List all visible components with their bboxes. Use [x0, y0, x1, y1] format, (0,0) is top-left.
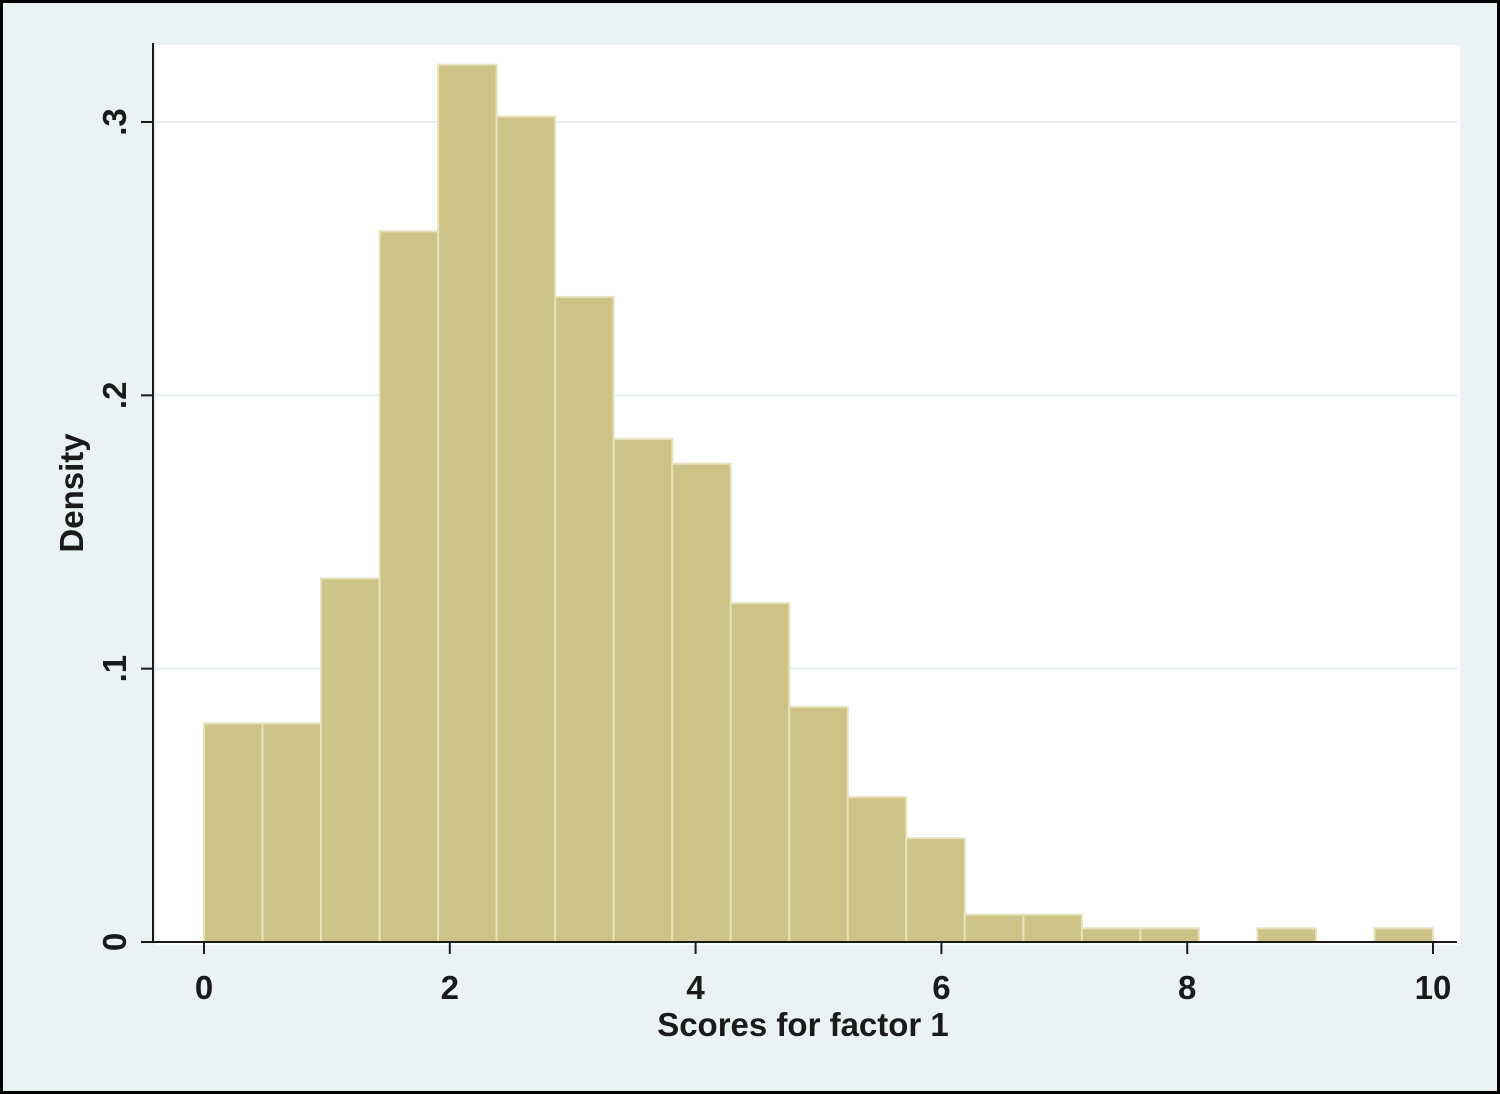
x-tick-label-3: 6 — [932, 969, 950, 1006]
y-axis-title: Density — [53, 433, 90, 553]
histogram-chart: 0 2 4 6 8 10 0 .1 .2 .3 Scores for factor 1 Dens… — [53, 43, 1457, 1043]
histogram-bar-13 — [963, 913, 1025, 943]
histogram-bar-18 — [1256, 927, 1317, 943]
histogram-bar-5 — [495, 115, 557, 944]
histogram-bar-11 — [846, 796, 908, 943]
y-axis-ticks: 0 .1 .2 .3 — [96, 108, 153, 951]
histogram-bar-20 — [1373, 927, 1435, 943]
x-axis-title: Scores for factor 1 — [657, 1006, 949, 1043]
x-tick-label-2: 4 — [686, 969, 705, 1006]
x-tick-label-4: 8 — [1178, 969, 1196, 1006]
histogram-bar-15 — [1080, 927, 1142, 943]
histogram-bar-8 — [671, 462, 732, 943]
y-tick-label-2: .2 — [96, 382, 133, 410]
y-tick-label-3: .3 — [96, 108, 133, 136]
histogram-bar-3 — [378, 230, 440, 944]
histogram-bar-9 — [729, 602, 791, 943]
histogram-bar-0 — [203, 722, 264, 943]
histogram-bar-16 — [1139, 927, 1200, 943]
histogram-bar-10 — [788, 705, 849, 944]
histogram-bar-6 — [554, 295, 615, 943]
x-tick-label-1: 2 — [441, 969, 459, 1006]
histogram-bar-14 — [1022, 913, 1083, 943]
histogram-bar-2 — [320, 577, 381, 944]
x-tick-label-5: 10 — [1415, 969, 1452, 1006]
y-tick-label-1: .1 — [96, 655, 133, 683]
x-tick-label-0: 0 — [195, 969, 213, 1006]
y-tick-label-0: 0 — [96, 933, 133, 951]
axes — [152, 43, 1457, 943]
histogram-bar-1 — [261, 722, 323, 943]
histogram-bars — [203, 63, 1435, 944]
x-axis-ticks: 0 2 4 6 8 10 — [195, 942, 1452, 1006]
histogram-bar-4 — [437, 63, 498, 943]
histogram-bar-12 — [905, 837, 966, 943]
histogram-bar-7 — [612, 438, 674, 943]
